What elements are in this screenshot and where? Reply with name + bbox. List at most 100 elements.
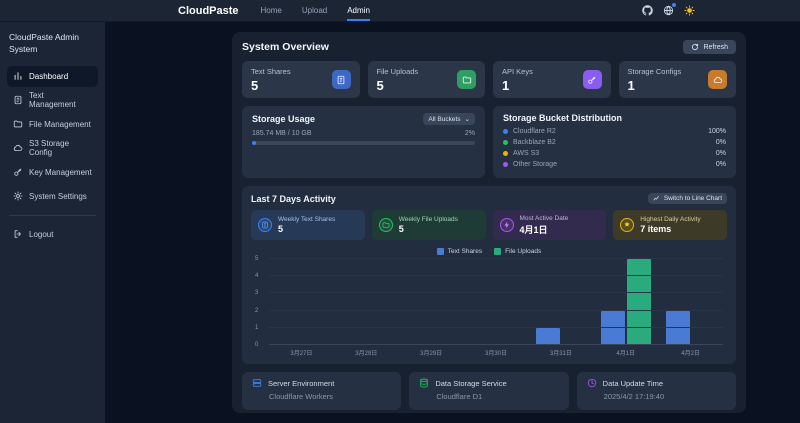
top-navbar: CloudPaste Home Upload Admin xyxy=(0,0,800,22)
chart-bar xyxy=(535,327,560,345)
activity-card-value: 5 xyxy=(398,224,404,234)
stat-label: API Keys xyxy=(502,66,533,76)
server-environment-card: Server Environment Cloudflare Workers xyxy=(242,372,402,410)
bucket-percent: 100% xyxy=(708,128,726,135)
chart-y-tick: 5 xyxy=(255,256,259,262)
chart-y-tick: 3 xyxy=(255,290,259,297)
sidebar: CloudPaste Admin System Dashboard Text M… xyxy=(0,22,105,423)
activity-card-value: 5 xyxy=(278,224,284,234)
bucket-percent: 0% xyxy=(715,150,726,157)
logout-button[interactable]: Logout xyxy=(7,224,98,245)
gear-icon xyxy=(13,191,23,201)
activity-card-highest-daily-activity: Highest Daily Activity 7 items xyxy=(613,210,727,240)
chart-bar xyxy=(626,259,651,345)
stat-label: Text Shares xyxy=(251,66,291,76)
activity-card-label: Highest Daily Activity xyxy=(640,216,701,223)
chart-plot: 0 1 2 3 4 5 xyxy=(255,256,723,348)
stat-value: 5 xyxy=(251,77,259,93)
chart-y-tick: 1 xyxy=(255,324,259,331)
chart-bar-group xyxy=(269,259,334,345)
chart-bar-icon xyxy=(13,71,23,81)
nav-home[interactable]: Home xyxy=(260,6,282,15)
logout-label: Logout xyxy=(29,229,54,239)
stat-cards: Text Shares 5 File Uploads 5 API Keys 1 … xyxy=(242,61,736,98)
stat-card-api-keys[interactable]: API Keys 1 xyxy=(493,61,611,98)
bucket-dot xyxy=(503,129,508,134)
stat-value: 1 xyxy=(627,77,635,93)
theme-sun-icon[interactable] xyxy=(684,5,695,16)
footer-card-value: Cloudflare D1 xyxy=(436,392,483,401)
chart-y-tick: 0 xyxy=(255,342,259,348)
key-icon xyxy=(13,167,23,177)
stat-card-text-shares[interactable]: Text Shares 5 xyxy=(242,61,360,98)
chart-x-tick: 3月31日 xyxy=(549,351,572,357)
data-update-time-card: Data Update Time 2025/4/2 17:19:40 xyxy=(576,372,736,410)
stat-value: 1 xyxy=(502,77,510,93)
activity-title: Last 7 Days Activity xyxy=(251,193,336,204)
distribution-row: Backblaze B2 0% xyxy=(503,137,726,148)
chart-bar-group xyxy=(399,259,464,345)
chart-gridline xyxy=(269,326,723,328)
legend-swatch xyxy=(494,248,502,255)
bucket-distribution-card: Storage Bucket Distribution Cloudflare R… xyxy=(493,106,736,178)
bucket-filter-dropdown[interactable]: All Buckets ⌄ xyxy=(423,113,475,125)
sidebar-item-text-management[interactable]: Text Management xyxy=(7,90,98,111)
footer-cards: Server Environment Cloudflare Workers Da… xyxy=(242,372,736,410)
bucket-percent: 0% xyxy=(715,161,726,168)
cloud-icon xyxy=(708,70,727,89)
sidebar-item-system-settings[interactable]: System Settings xyxy=(7,186,98,207)
sidebar-item-dashboard[interactable]: Dashboard xyxy=(7,65,98,87)
folder-icon xyxy=(13,119,23,129)
nav-admin[interactable]: Admin xyxy=(347,0,370,21)
bucket-dot xyxy=(503,151,508,156)
storage-usage-card: Storage Usage All Buckets ⌄ 185.74 MB / … xyxy=(242,106,485,178)
stat-card-storage-configs[interactable]: Storage Configs 1 xyxy=(618,61,736,98)
brand[interactable]: CloudPaste xyxy=(178,4,239,17)
chevron-down-icon: ⌄ xyxy=(464,116,470,123)
switch-chart-type-button[interactable]: Switch to Line Chart xyxy=(647,193,727,204)
bucket-percent: 0% xyxy=(715,139,726,146)
activity-section: Last 7 Days Activity Switch to Line Char… xyxy=(242,186,736,364)
document-icon xyxy=(13,95,23,105)
chart-y-tick: 4 xyxy=(255,273,259,280)
storage-usage-title: Storage Usage xyxy=(252,114,316,124)
language-icon[interactable] xyxy=(663,3,676,16)
activity-stat-cards: Weekly Text Shares 5 Weekly File Uploads… xyxy=(251,210,727,240)
chart-gridline xyxy=(269,292,723,294)
refresh-label: Refresh xyxy=(703,43,728,51)
github-icon[interactable] xyxy=(642,5,653,16)
chart-bar-group xyxy=(334,259,399,345)
distribution-row: Cloudflare R2 100% xyxy=(503,126,726,137)
sidebar-item-s3-storage-config[interactable]: S3 Storage Config xyxy=(7,138,98,159)
nav-links: Home Upload Admin xyxy=(261,0,370,21)
footer-card-label: Data Storage Service xyxy=(435,378,507,388)
server-icon xyxy=(252,378,262,388)
chart-y-tick: 2 xyxy=(255,307,259,314)
folder-icon xyxy=(378,218,393,232)
nav-icon-group xyxy=(642,3,695,16)
chart-slots xyxy=(269,259,723,345)
chart-x-tick: 4月1日 xyxy=(616,351,636,357)
clock-icon xyxy=(587,378,597,388)
refresh-button[interactable]: Refresh xyxy=(683,40,736,54)
activity-chart: Text Shares File Uploads 0 1 2 3 4 5 3月27日 3月28… xyxy=(251,248,727,357)
line-chart-icon xyxy=(653,195,660,202)
stat-card-file-uploads[interactable]: File Uploads 5 xyxy=(367,61,485,98)
sidebar-divider xyxy=(9,214,96,216)
bucket-name: Cloudflare R2 xyxy=(513,128,556,135)
sidebar-item-key-management[interactable]: Key Management xyxy=(7,162,98,183)
activity-card-label: Weekly File Uploads xyxy=(398,216,458,223)
chart-x-labels: 3月27日 3月28日 3月29日 3月30日 3月31日 4月1日 4月2日 xyxy=(269,348,723,357)
sidebar-item-file-management[interactable]: File Management xyxy=(7,114,98,135)
chart-gridline xyxy=(269,309,723,311)
chart-gridline xyxy=(269,258,723,259)
legend-item[interactable]: File Uploads xyxy=(494,248,541,255)
nav-upload[interactable]: Upload xyxy=(301,6,328,15)
activity-card-label: Weekly Text Shares xyxy=(278,216,336,223)
document-icon xyxy=(331,70,351,89)
chart-bar-group xyxy=(528,259,593,345)
chart-bar-group xyxy=(464,259,529,345)
legend-item[interactable]: Text Shares xyxy=(436,248,482,255)
folder-icon xyxy=(457,70,476,89)
bucket-name: AWS S3 xyxy=(513,150,540,157)
